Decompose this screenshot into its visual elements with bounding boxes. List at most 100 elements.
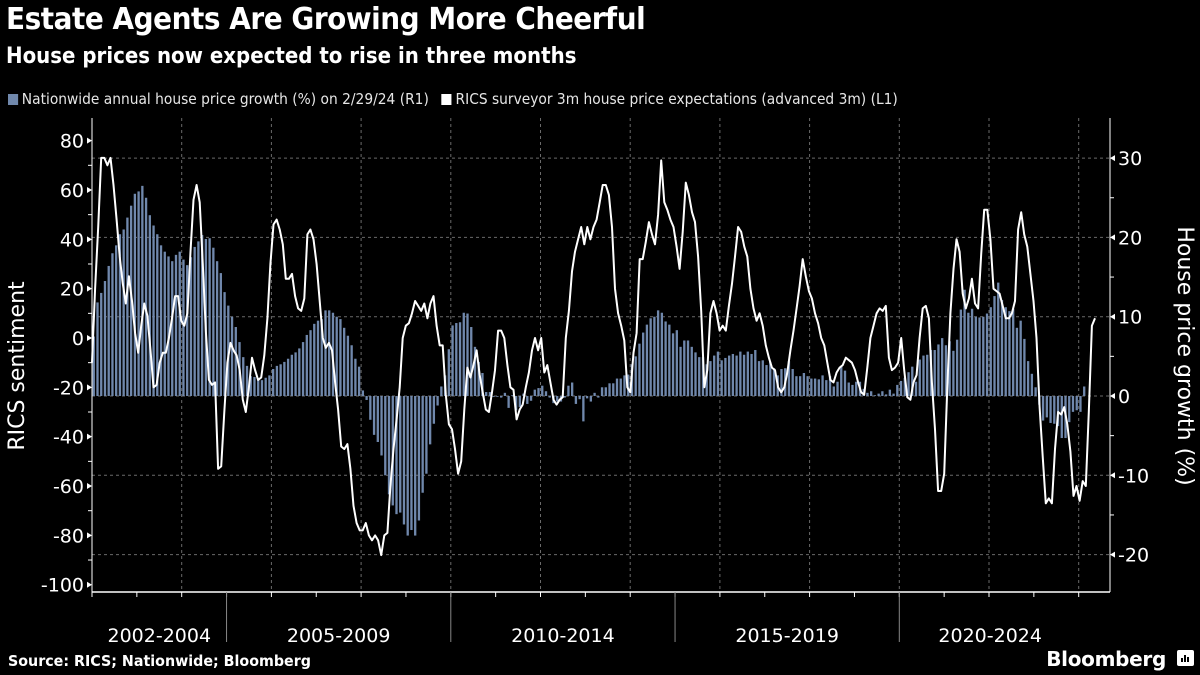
right-tick-label: -10 [1118,465,1149,487]
bar [219,273,222,396]
bar [279,364,282,396]
bar [1071,396,1075,412]
bloomberg-chart-icon [1177,650,1194,666]
bar [828,376,832,396]
bar [417,396,421,521]
bar [907,372,910,396]
bar [399,396,402,513]
bar [563,396,566,398]
bar [847,382,850,396]
bar [384,396,387,476]
bar [690,346,693,396]
right-axis-label: House price growth (%) [1172,226,1197,485]
bar [272,369,275,396]
bar [911,366,914,396]
chart-subtitle: House prices now expected to rise in thr… [6,44,577,69]
bar [810,378,813,396]
bar [903,377,906,396]
right-tick-label: 20 [1118,227,1142,249]
right-tick [1110,472,1115,479]
bar [634,356,637,396]
bar [230,316,234,396]
bar [963,289,966,396]
bar [156,234,159,396]
bar [200,235,204,396]
axes: 80 60 40 20 0 -20 -40 -60 -80 -100 30 20 10 0 -10 -20 20… [41,118,1149,647]
bar [653,316,656,396]
bar [825,380,828,396]
bar [305,334,308,396]
bar [1030,373,1034,396]
bar [997,282,1000,396]
bar [716,351,720,396]
bar [582,396,585,422]
bar [286,358,290,396]
bar [877,393,880,396]
bar [369,396,372,420]
bar [402,396,406,525]
left-tick-label: -20 [53,377,84,399]
bar [313,323,316,396]
bar [309,330,312,396]
bar [806,376,809,396]
bar [395,396,398,515]
right-tick [1110,313,1115,320]
bar [159,245,163,396]
bar [884,394,888,396]
bar [840,365,843,396]
bar [503,392,507,396]
bar [242,357,245,396]
bar [343,327,346,396]
bar [178,251,181,396]
bar [537,388,540,396]
bar [918,359,921,396]
bar [511,395,514,397]
bar [223,292,226,396]
bar [354,358,357,396]
bar [462,312,465,396]
x-category-label: 2010-2014 [511,625,615,647]
bar [604,387,607,396]
bar [686,340,690,396]
bar [425,396,428,474]
bar [870,391,873,396]
bar [436,396,439,406]
bar [260,380,264,396]
bar [290,354,294,396]
bar [406,396,409,536]
bar [978,317,981,396]
bar [1041,396,1045,421]
bar [683,340,686,396]
left-axis-label: RICS sentiment [5,281,30,451]
bar [571,382,574,396]
bar [507,396,510,408]
bar [881,391,884,396]
right-tick-label: -20 [1118,545,1149,567]
bar [649,318,652,396]
bar [795,376,798,396]
bar [466,313,469,396]
bar [182,259,185,396]
x-category-label: 2020-2024 [938,625,1042,647]
bar [937,344,940,396]
bar [186,265,189,396]
bar [514,396,518,411]
bar [623,375,626,396]
bar [754,350,757,396]
bar [698,357,701,396]
bar [174,254,178,396]
right-tick [1110,393,1115,399]
bar [873,395,877,397]
bar [1079,396,1082,412]
bar [660,312,664,396]
bar [944,345,948,396]
bar [757,361,761,396]
bar [1060,396,1063,439]
bar [544,391,548,396]
bar [245,365,249,396]
bar [357,366,361,396]
bar [499,396,503,398]
bar [421,396,424,493]
bar [899,380,903,396]
